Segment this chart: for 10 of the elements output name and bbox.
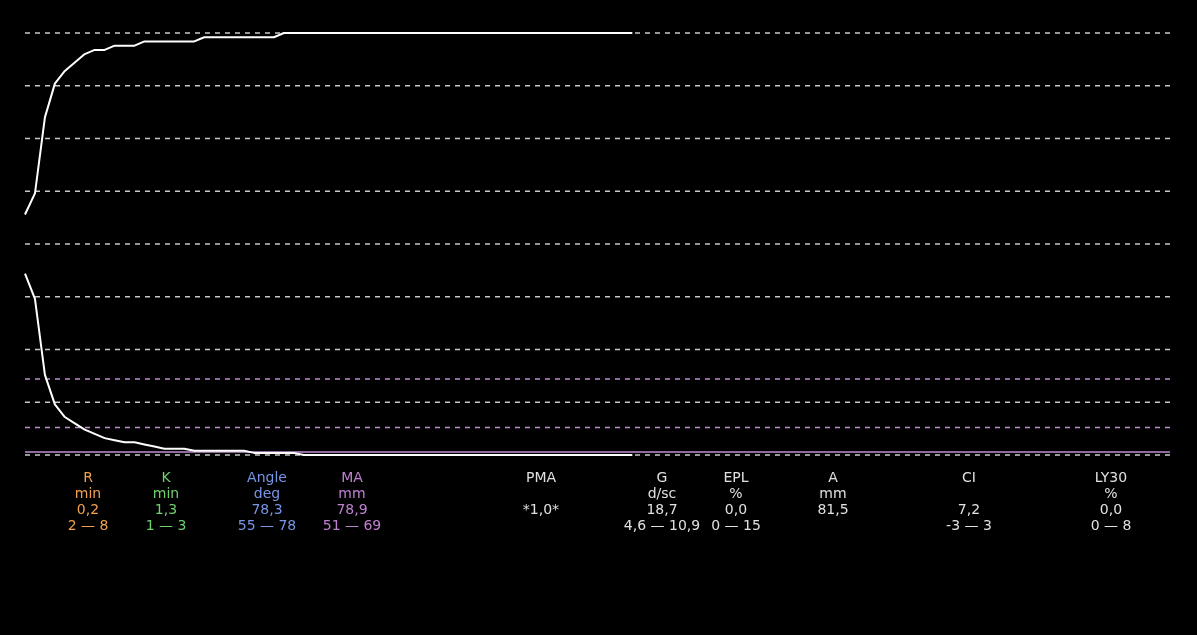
- text: R min 0,2 2 — 8: [67, 469, 109, 533]
- text: G d/sc 18,7 4,6 — 10,9: [623, 469, 701, 533]
- text: MA mm 78,9 51 — 69: [322, 469, 382, 533]
- text: A mm 81,5: [817, 469, 849, 517]
- text: LY30 % 0,0 0 — 8: [1090, 469, 1132, 533]
- text: EPL % 0,0 0 — 15: [711, 469, 761, 533]
- text: K min 1,3 1 — 3: [145, 469, 187, 533]
- text: PMA *1,0*: [522, 469, 560, 517]
- text: Angle deg 78,3 55 — 78: [237, 469, 297, 533]
- text: CI 7,2 -3 — 3: [946, 469, 992, 533]
